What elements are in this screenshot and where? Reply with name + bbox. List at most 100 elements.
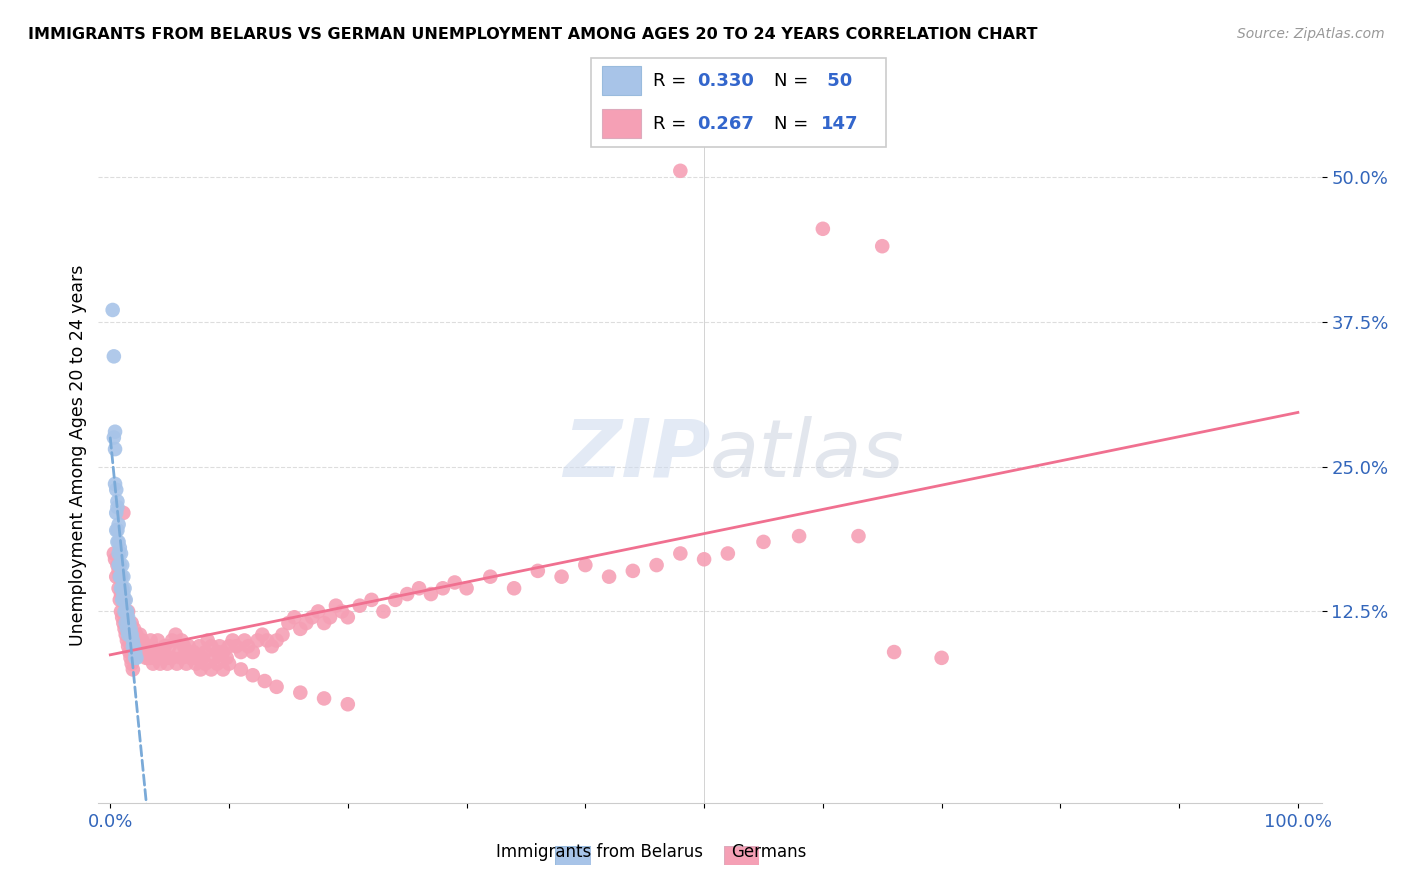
Point xyxy=(848,529,870,543)
Point xyxy=(180,651,202,665)
Point xyxy=(114,628,136,642)
Point xyxy=(131,633,153,648)
Point xyxy=(194,645,217,659)
Point xyxy=(307,605,329,619)
Point xyxy=(125,639,148,653)
Point xyxy=(120,651,142,665)
Point xyxy=(221,633,243,648)
Point xyxy=(229,662,252,677)
Point xyxy=(114,605,136,619)
Point xyxy=(290,685,312,699)
Point xyxy=(693,552,716,566)
Point xyxy=(271,628,294,642)
Point xyxy=(170,633,193,648)
Point xyxy=(349,599,371,613)
Point xyxy=(143,651,166,665)
Point xyxy=(107,558,129,573)
Point xyxy=(669,546,692,561)
Point xyxy=(135,645,157,659)
Point xyxy=(110,570,132,584)
Point xyxy=(260,639,283,653)
Point xyxy=(107,564,129,578)
Point xyxy=(107,582,129,596)
Point xyxy=(503,582,526,596)
Point xyxy=(138,651,160,665)
Point xyxy=(266,680,288,694)
Point xyxy=(194,657,217,671)
Point xyxy=(120,628,142,642)
Point xyxy=(121,615,143,630)
Point xyxy=(107,546,129,561)
Point xyxy=(166,657,188,671)
Text: IMMIGRANTS FROM BELARUS VS GERMAN UNEMPLOYMENT AMONG AGES 20 TO 24 YEARS CORRELA: IMMIGRANTS FROM BELARUS VS GERMAN UNEMPL… xyxy=(28,27,1038,42)
Point xyxy=(598,570,620,584)
Point xyxy=(117,605,139,619)
Point xyxy=(149,651,172,665)
Point xyxy=(205,645,228,659)
Point xyxy=(188,639,211,653)
Point xyxy=(110,546,132,561)
Point xyxy=(141,639,163,653)
Point xyxy=(103,546,125,561)
Point xyxy=(124,651,146,665)
Point xyxy=(550,570,572,584)
Point xyxy=(200,662,222,677)
Point xyxy=(128,633,150,648)
Point xyxy=(121,657,143,671)
Point xyxy=(197,633,219,648)
FancyBboxPatch shape xyxy=(602,109,641,138)
Point xyxy=(117,628,139,642)
Point xyxy=(112,587,135,601)
Point xyxy=(336,610,359,624)
Point xyxy=(396,587,419,601)
Point xyxy=(107,534,129,549)
Point xyxy=(107,517,129,532)
Point xyxy=(527,564,550,578)
Point xyxy=(110,587,132,601)
Point xyxy=(114,605,136,619)
Point xyxy=(246,633,269,648)
Point xyxy=(204,651,226,665)
Point xyxy=(811,222,834,236)
Text: ZIP: ZIP xyxy=(562,416,710,494)
Point xyxy=(121,633,143,648)
Point xyxy=(266,633,288,648)
Point xyxy=(114,592,136,607)
Point xyxy=(112,570,135,584)
Point xyxy=(208,639,231,653)
Point xyxy=(115,605,138,619)
Text: 50: 50 xyxy=(821,71,852,90)
Text: Immigrants from Belarus: Immigrants from Belarus xyxy=(496,843,703,861)
Point xyxy=(114,615,136,630)
Point xyxy=(145,645,167,659)
Point xyxy=(752,534,775,549)
Point xyxy=(621,564,644,578)
Point xyxy=(114,582,136,596)
Point xyxy=(107,523,129,537)
Point xyxy=(669,164,692,178)
Point xyxy=(787,529,810,543)
Point xyxy=(215,651,238,665)
Point xyxy=(125,651,148,665)
Text: 0.267: 0.267 xyxy=(697,114,754,133)
Point xyxy=(152,645,174,659)
Point xyxy=(420,587,443,601)
Point xyxy=(132,645,155,659)
Point xyxy=(104,552,127,566)
Point xyxy=(120,622,142,636)
Point xyxy=(159,639,181,653)
Point xyxy=(252,628,274,642)
Point xyxy=(107,534,129,549)
Point xyxy=(122,633,145,648)
Point xyxy=(122,639,145,653)
Point xyxy=(108,541,131,555)
Point xyxy=(112,615,135,630)
Text: N =: N = xyxy=(773,71,814,90)
Point xyxy=(117,615,139,630)
Point xyxy=(870,239,893,253)
Point xyxy=(200,639,222,653)
Point xyxy=(167,645,190,659)
Point xyxy=(277,615,299,630)
Point xyxy=(105,483,128,497)
Point xyxy=(176,645,198,659)
